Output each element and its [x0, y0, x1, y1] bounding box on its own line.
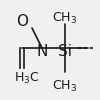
Text: H$_3$C: H$_3$C — [14, 70, 40, 86]
Text: CH$_3$: CH$_3$ — [52, 10, 78, 26]
Text: CH$_3$: CH$_3$ — [52, 78, 78, 94]
Text: N: N — [36, 44, 48, 60]
Text: Si: Si — [58, 44, 72, 60]
Text: O: O — [16, 14, 28, 30]
